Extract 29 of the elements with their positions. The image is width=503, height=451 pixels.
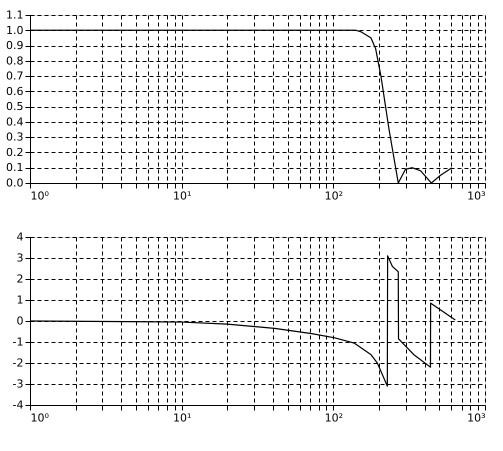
y-tick-label: 1.0 <box>6 24 24 37</box>
y-tick-label: 0.7 <box>6 70 24 83</box>
x-tick-label: 10¹ <box>172 190 192 202</box>
x-tick-label: 10² <box>324 190 344 202</box>
x-tick-label: 10³ <box>467 412 486 424</box>
x-tick-label: 10¹ <box>172 412 192 424</box>
y-tick-label: 0.2 <box>6 146 24 159</box>
x-tick-label: 10² <box>324 412 344 424</box>
y-tick-label: 2 <box>16 272 24 286</box>
y-tick-label: 0.5 <box>6 100 24 114</box>
y-tick-label: 4 <box>16 230 24 244</box>
y-tick-label: 0 <box>16 314 24 328</box>
y-tick-label: -3 <box>12 378 24 390</box>
y-tick-label: 0.8 <box>6 54 24 68</box>
y-tick-label: -4 <box>12 398 24 412</box>
y-tick-label: 1.1 <box>6 8 24 22</box>
y-tick-label: -1 <box>12 336 24 348</box>
y-tick-label: 0.9 <box>6 39 24 52</box>
y-tick-label: 0.0 <box>6 176 24 190</box>
y-tick-label: 3 <box>16 252 24 264</box>
y-tick-label: 0.6 <box>6 84 24 98</box>
y-tick-label: 0.1 <box>6 161 24 174</box>
y-tick-label: 0.4 <box>6 115 24 128</box>
x-tick-label: 10³ <box>467 190 486 202</box>
y-tick-label: 1 <box>16 294 24 306</box>
x-tick-label: 10⁰ <box>30 190 50 202</box>
y-tick-label: 0.3 <box>6 130 24 144</box>
x-tick-label: 10⁰ <box>30 412 50 424</box>
y-tick-label: -2 <box>12 356 24 370</box>
